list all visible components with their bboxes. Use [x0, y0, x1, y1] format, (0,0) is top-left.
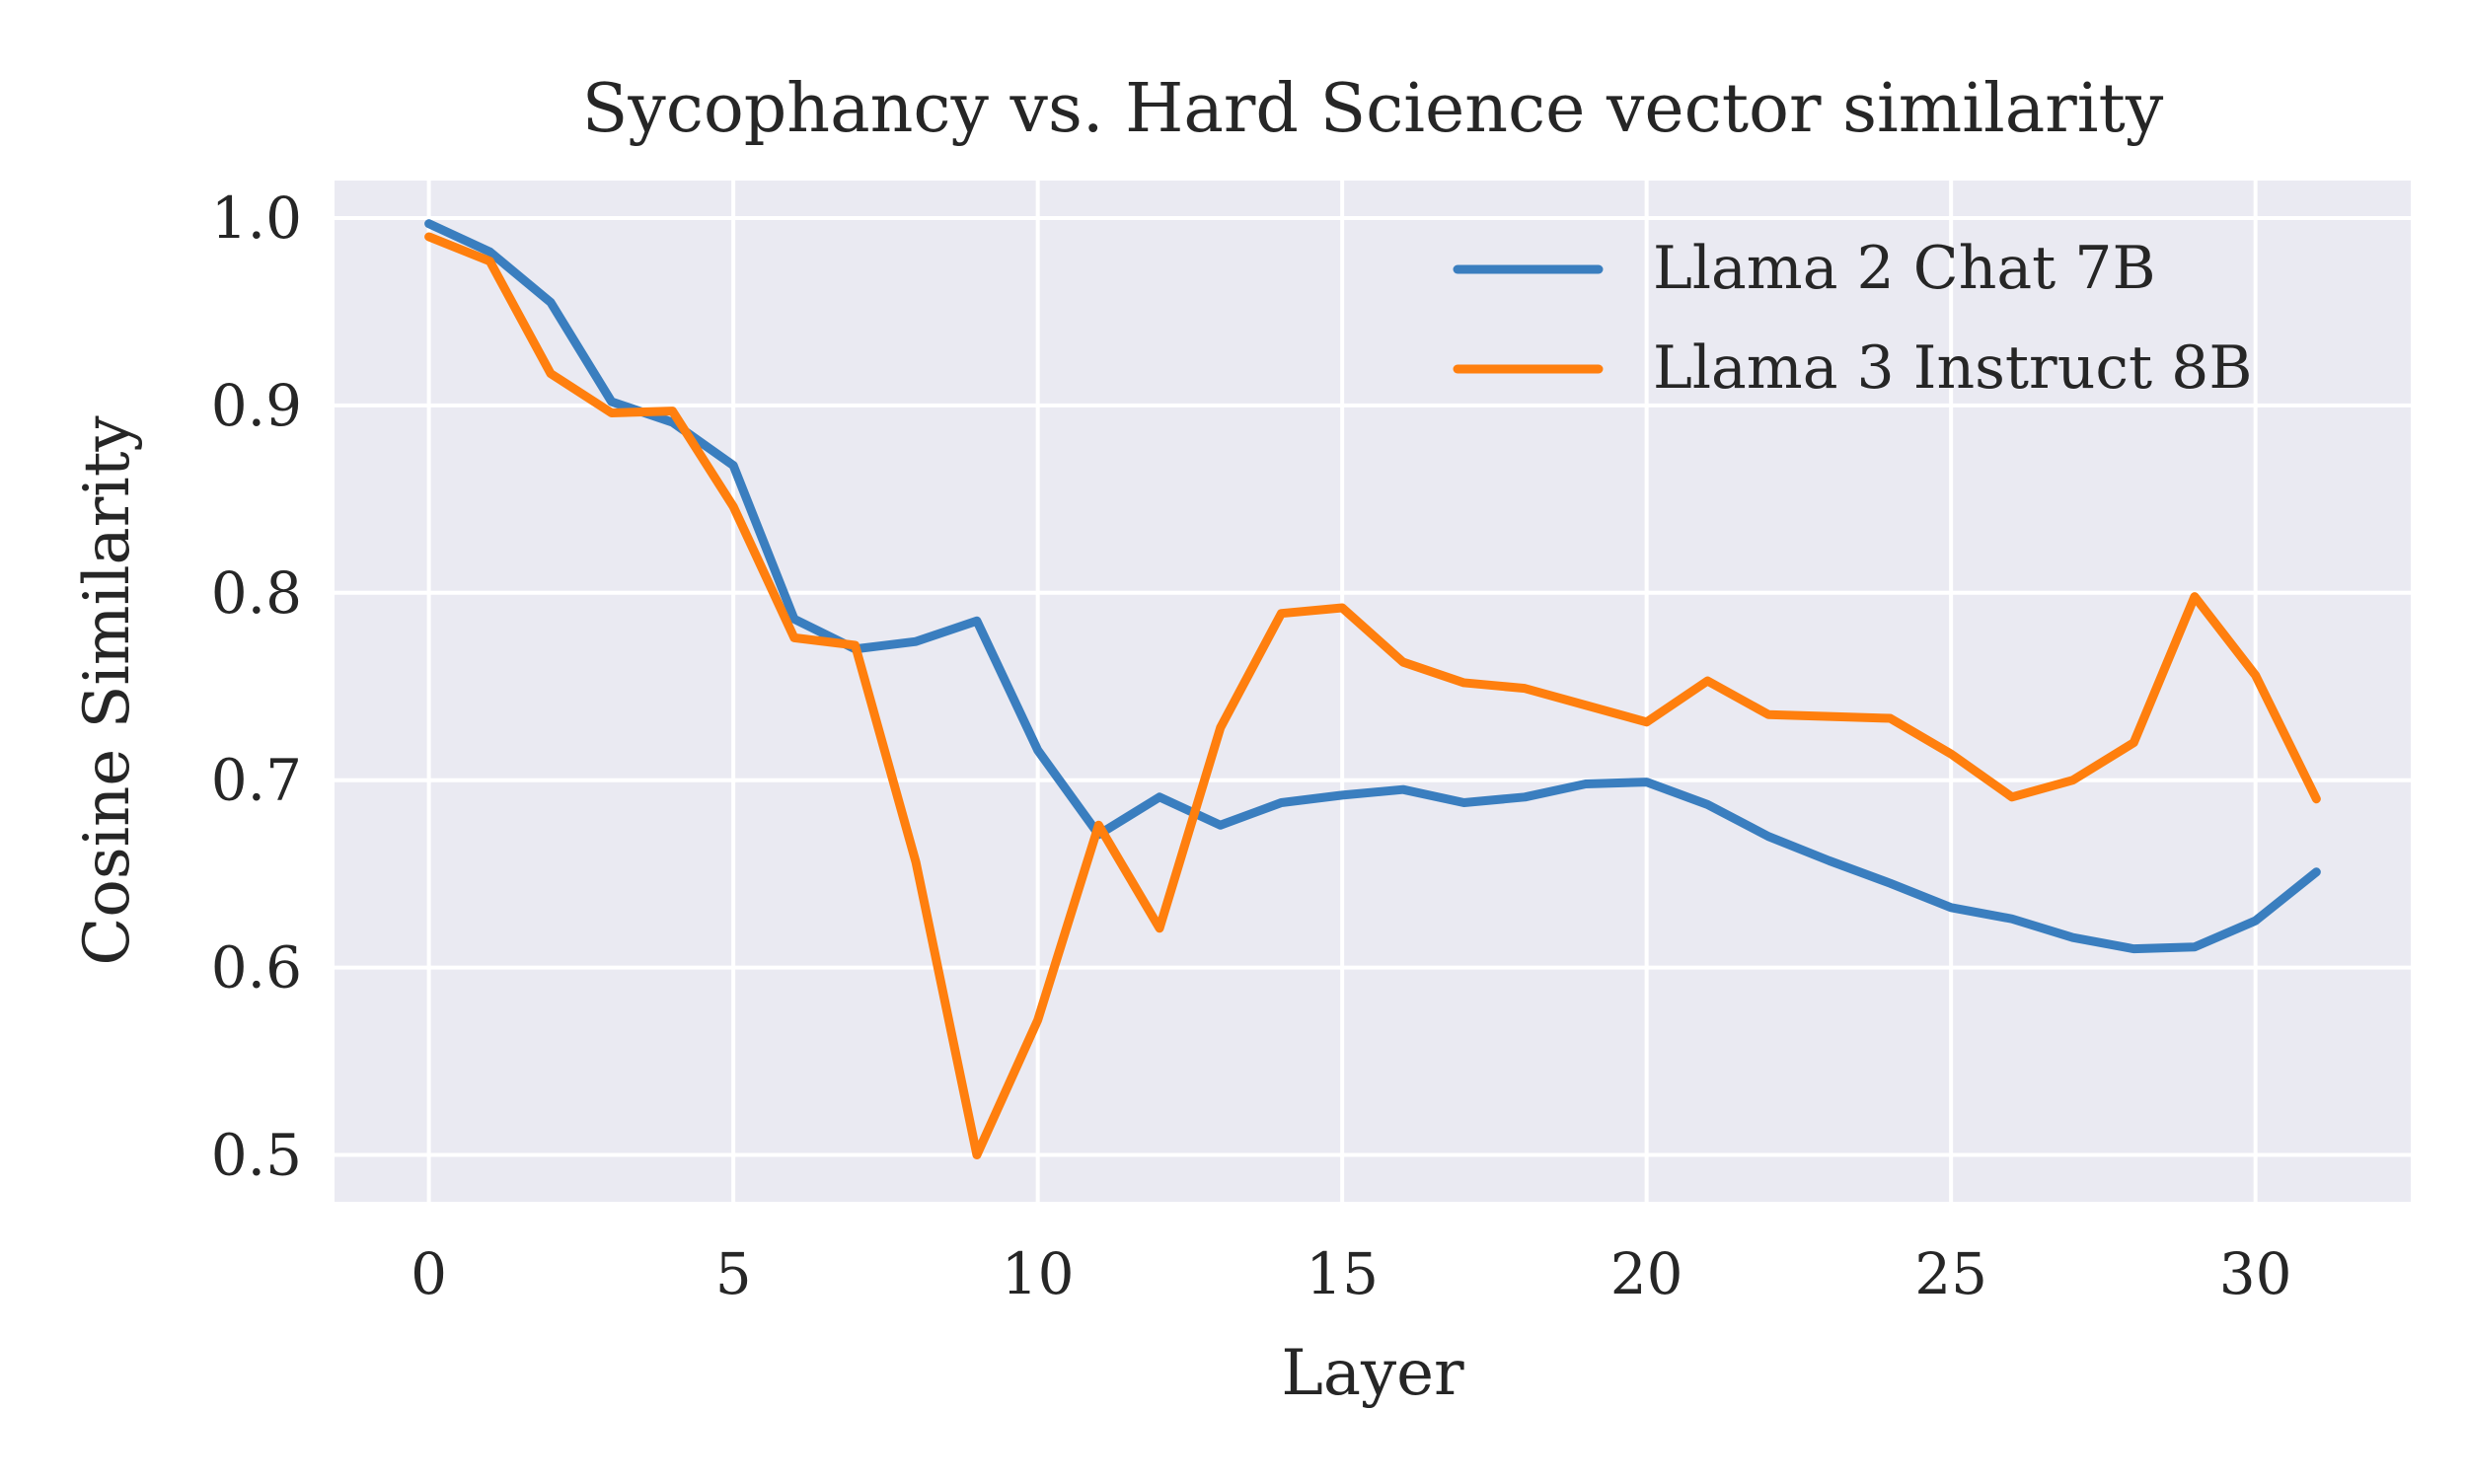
legend-label-llama-2: Llama 2 Chat 7B	[1653, 234, 2156, 303]
y-tick-label-3: 0.8	[211, 559, 302, 627]
x-tick-label-30: 30	[2219, 1240, 2292, 1307]
y-axis-label: Cosine Similarity	[71, 415, 144, 965]
x-tick-label-0: 0	[411, 1240, 447, 1307]
x-tick-label-10: 10	[1002, 1240, 1075, 1307]
plot-area	[335, 181, 2411, 1202]
x-tick-label-15: 15	[1306, 1240, 1379, 1307]
tick-labels: 0 5 10 15 20 25 30 0.5 0.6 0.7 0.8 0.9 1.0	[211, 185, 2292, 1307]
y-tick-label-2: 0.7	[211, 747, 302, 814]
y-tick-label-1: 0.6	[211, 934, 302, 1002]
series-lines	[424, 219, 2321, 1160]
y-tick-label-5: 1.0	[211, 185, 302, 252]
x-tick-label-5: 5	[715, 1240, 752, 1307]
chart-title: Sycophancy vs. Hard Science vector simil…	[582, 70, 2164, 148]
legend: Llama 2 Chat 7B Llama 3 Instruct 8B	[1453, 234, 2252, 403]
x-tick-label-20: 20	[1610, 1240, 1683, 1307]
series-line-1	[424, 232, 2321, 1160]
y-tick-label-0: 0.5	[211, 1122, 302, 1189]
x-tick-label-25: 25	[1914, 1240, 1987, 1307]
y-tick-label-4: 0.9	[211, 372, 302, 439]
x-axis-label: Layer	[1281, 1337, 1464, 1410]
series-line-0	[424, 219, 2321, 954]
legend-label-llama-3: Llama 3 Instruct 8B	[1653, 334, 2252, 403]
grid-lines	[335, 181, 2411, 1202]
